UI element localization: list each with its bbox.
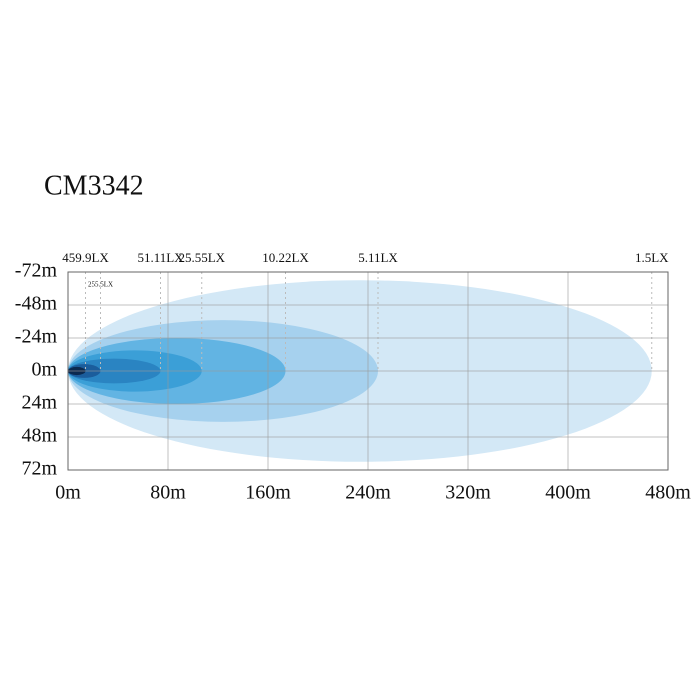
lux-label: 255.5LX bbox=[88, 281, 113, 289]
x-tick-label: 160m bbox=[245, 482, 291, 504]
y-tick-label: 0m bbox=[31, 359, 57, 381]
y-tick-label: 24m bbox=[21, 392, 57, 414]
lux-label: 25.55LX bbox=[178, 250, 225, 265]
y-tick-label: -72m bbox=[15, 260, 58, 282]
x-tick-label: 400m bbox=[545, 482, 591, 504]
y-tick-label: -24m bbox=[15, 326, 58, 348]
x-tick-label: 480m bbox=[645, 482, 691, 504]
x-tick-label: 0m bbox=[55, 482, 81, 504]
plot-frame bbox=[67, 271, 669, 471]
y-tick-label: 72m bbox=[21, 458, 57, 480]
x-tick-label: 240m bbox=[345, 482, 391, 504]
lux-label: 459.9LX bbox=[62, 250, 109, 265]
lux-label: 1.5LX bbox=[635, 250, 669, 265]
lux-label: 51.11LX bbox=[137, 250, 184, 265]
chart-title: CM3342 bbox=[44, 170, 144, 201]
y-tick-label: 48m bbox=[21, 425, 57, 447]
lux-label: 5.11LX bbox=[358, 250, 398, 265]
lux-label: 10.22LX bbox=[262, 250, 309, 265]
x-tick-label: 80m bbox=[150, 482, 186, 504]
x-tick-label: 320m bbox=[445, 482, 491, 504]
y-tick-label: -48m bbox=[15, 293, 58, 315]
